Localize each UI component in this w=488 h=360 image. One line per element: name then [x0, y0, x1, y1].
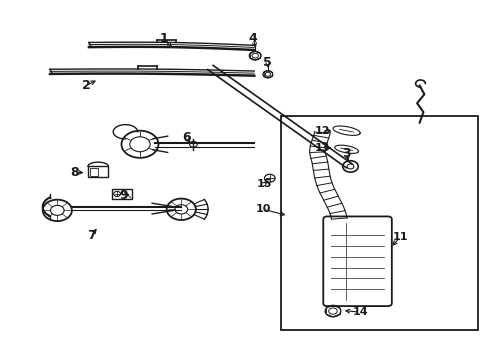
Text: 13: 13: [314, 143, 329, 153]
Text: 2: 2: [82, 79, 91, 92]
Text: 3: 3: [342, 147, 350, 160]
Bar: [88, 166, 108, 177]
Text: 11: 11: [391, 232, 407, 242]
Text: 14: 14: [352, 307, 367, 317]
Text: 10: 10: [255, 204, 270, 214]
Text: 8: 8: [70, 166, 79, 179]
Bar: [90, 168, 98, 176]
Text: 6: 6: [182, 131, 190, 144]
Text: 9: 9: [120, 189, 128, 202]
Text: 12: 12: [314, 126, 329, 136]
Text: 5: 5: [263, 55, 272, 69]
Bar: [281, 116, 477, 330]
Text: 7: 7: [87, 229, 96, 242]
Text: 1: 1: [160, 32, 168, 45]
Bar: [112, 189, 131, 199]
Text: 4: 4: [248, 32, 257, 45]
Text: 15: 15: [256, 179, 271, 189]
